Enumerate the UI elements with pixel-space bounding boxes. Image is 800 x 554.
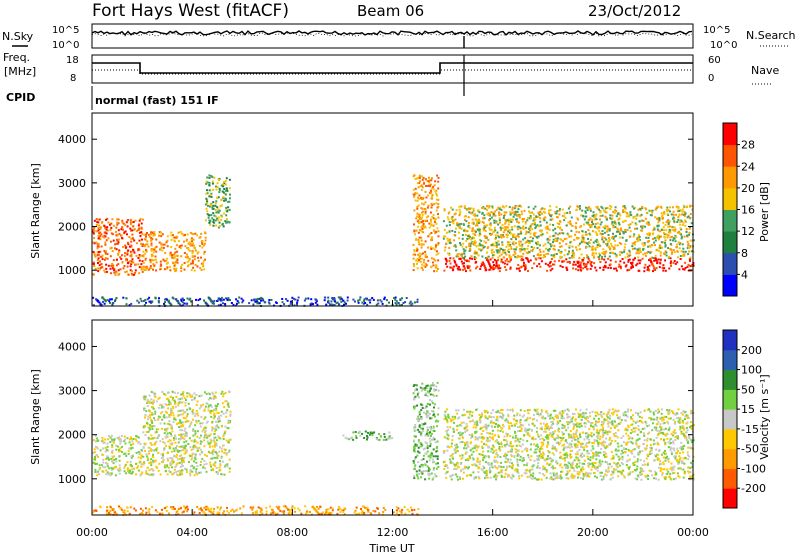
colorbar-swatch bbox=[723, 409, 737, 430]
station-title: Fort Hays West (fitACF) bbox=[92, 1, 289, 21]
noise-traces bbox=[91, 30, 693, 48]
colorbar-swatch bbox=[723, 252, 737, 275]
colorbar-tick-label: 12 bbox=[741, 225, 755, 238]
colorbar-swatch bbox=[723, 330, 737, 351]
colorbar-frame bbox=[722, 329, 738, 509]
colorbar-tick-label: 16 bbox=[741, 204, 755, 217]
y-tick-label: 4000 bbox=[58, 340, 86, 353]
colorbar-tick-label: -200 bbox=[741, 482, 766, 495]
freq-trace bbox=[92, 62, 693, 74]
x-tick-label: 16:00 bbox=[477, 526, 509, 539]
freq-left-unit: [MHz] bbox=[4, 65, 36, 78]
colorbar-tick-label: -100 bbox=[741, 462, 766, 475]
colorbar-tick-label: 24 bbox=[741, 160, 755, 173]
noise-tick-bottom: 10^0 bbox=[52, 40, 79, 51]
colorbar-swatch bbox=[723, 231, 737, 254]
echo-band-5 bbox=[92, 505, 420, 517]
cpid-mode: normal (fast) 151 IF bbox=[95, 94, 219, 107]
beam-title: Beam 06 bbox=[357, 2, 424, 20]
y-tick-label: 1000 bbox=[58, 264, 86, 277]
colorbar-tick-label: 50 bbox=[741, 383, 755, 396]
nave-trace bbox=[92, 69, 693, 75]
colorbar-swatch bbox=[723, 274, 737, 297]
y-tick-label: 2000 bbox=[58, 221, 86, 234]
nave-tick-60: 60 bbox=[708, 55, 721, 66]
colorbar-swatch bbox=[723, 389, 737, 410]
x-tick-label: 12:00 bbox=[377, 526, 409, 539]
velocity-ylabel: Slant Range [km] bbox=[29, 369, 42, 465]
colorbar-swatch bbox=[723, 349, 737, 371]
cpid-label: CPID bbox=[6, 91, 35, 104]
x-tick-label: 00:00 bbox=[677, 526, 709, 539]
colorbar-tick-label: 8 bbox=[741, 247, 748, 260]
noise-right-label: N.Search bbox=[746, 29, 796, 42]
noise-sky-trace bbox=[91, 30, 693, 36]
y-tick-label: 3000 bbox=[58, 385, 86, 398]
colorbar-tick-label: 28 bbox=[741, 139, 755, 152]
noise-panel-frame bbox=[91, 23, 694, 49]
colorbar-swatch bbox=[723, 209, 737, 232]
nave-tick-0: 0 bbox=[708, 73, 714, 84]
colorbar-swatch bbox=[723, 123, 737, 146]
velocity-y-axis: 1000 2000 3000 4000 bbox=[58, 340, 693, 486]
echo-band-0 bbox=[92, 434, 144, 477]
date-title: 23/Oct/2012 bbox=[588, 2, 681, 20]
echo-band-5 bbox=[412, 174, 440, 273]
echo-band-1 bbox=[142, 230, 207, 273]
echo-band-4 bbox=[342, 430, 394, 441]
y-tick-label: 2000 bbox=[58, 429, 86, 442]
power-echo-field bbox=[92, 174, 695, 307]
y-tick-label: 3000 bbox=[58, 177, 86, 190]
colorbar-tick-label: 15 bbox=[741, 403, 755, 416]
colorbar-tick-label: 100 bbox=[741, 364, 762, 377]
time-axis: 00:00 04:00 08:00 12:00 16:00 20:00 00:00 bbox=[76, 300, 709, 539]
freq-tick-18: 18 bbox=[66, 55, 79, 66]
colorbar-tick-label: 200 bbox=[741, 344, 762, 357]
velocity-echo-field bbox=[92, 381, 695, 517]
x-tick-label: 20:00 bbox=[577, 526, 609, 539]
echo-band-3 bbox=[443, 257, 695, 273]
colorbar-tick-label: -15 bbox=[741, 423, 759, 436]
power-colorbar-label: Power [dB] bbox=[758, 182, 771, 242]
colorbar-tick-label: 4 bbox=[741, 268, 748, 281]
colorbar-swatch bbox=[723, 488, 737, 509]
colorbar-swatch bbox=[723, 144, 737, 167]
noise-tick-bottom-right: 10^0 bbox=[710, 40, 737, 51]
echo-band-3 bbox=[412, 381, 440, 481]
echo-band-2 bbox=[204, 174, 231, 229]
noise-search-trace bbox=[91, 32, 693, 37]
x-tick-label: 04:00 bbox=[176, 526, 208, 539]
power-colorbar: 4 8 12 16 20 24 28 bbox=[722, 122, 755, 297]
colorbar-swatch bbox=[723, 428, 737, 450]
colorbar-swatch bbox=[723, 448, 737, 469]
colorbar-tick-label: -50 bbox=[741, 443, 759, 456]
power-ylabel: Slant Range [km] bbox=[29, 163, 42, 259]
noise-tick-top: 10^5 bbox=[52, 25, 79, 36]
colorbar-swatch bbox=[723, 166, 737, 189]
y-tick-label: 1000 bbox=[58, 473, 86, 486]
echo-band-4 bbox=[442, 204, 695, 260]
noise-tick-top-right: 10^5 bbox=[703, 25, 730, 36]
echo-band-6 bbox=[92, 296, 419, 307]
colorbar-swatch bbox=[723, 369, 737, 390]
power-y-axis: 1000 2000 3000 4000 bbox=[58, 133, 693, 277]
velocity-colorbar: -200 -100 -50 -15 15 50 100 200 bbox=[722, 329, 766, 509]
echo-band-1 bbox=[142, 390, 232, 477]
x-tick-label: 08:00 bbox=[276, 526, 308, 539]
colorbar-tick-label: 20 bbox=[741, 182, 755, 195]
freq-tick-8: 8 bbox=[70, 73, 76, 84]
time-axis-label: Time UT bbox=[368, 542, 414, 554]
freq-left-label: Freq. bbox=[3, 51, 30, 64]
freq-panel-frame bbox=[91, 54, 694, 84]
colorbar-swatch bbox=[723, 468, 737, 489]
echo-band-2 bbox=[442, 408, 695, 481]
colorbar-swatch bbox=[723, 187, 737, 210]
y-tick-label: 4000 bbox=[58, 133, 86, 146]
velocity-colorbar-label: Velocity [m s⁻¹] bbox=[758, 374, 771, 459]
echo-band-0 bbox=[92, 217, 144, 277]
nave-label: Nave bbox=[751, 64, 779, 77]
x-tick-label: 00:00 bbox=[76, 526, 108, 539]
noise-left-label: N.Sky bbox=[2, 30, 34, 43]
